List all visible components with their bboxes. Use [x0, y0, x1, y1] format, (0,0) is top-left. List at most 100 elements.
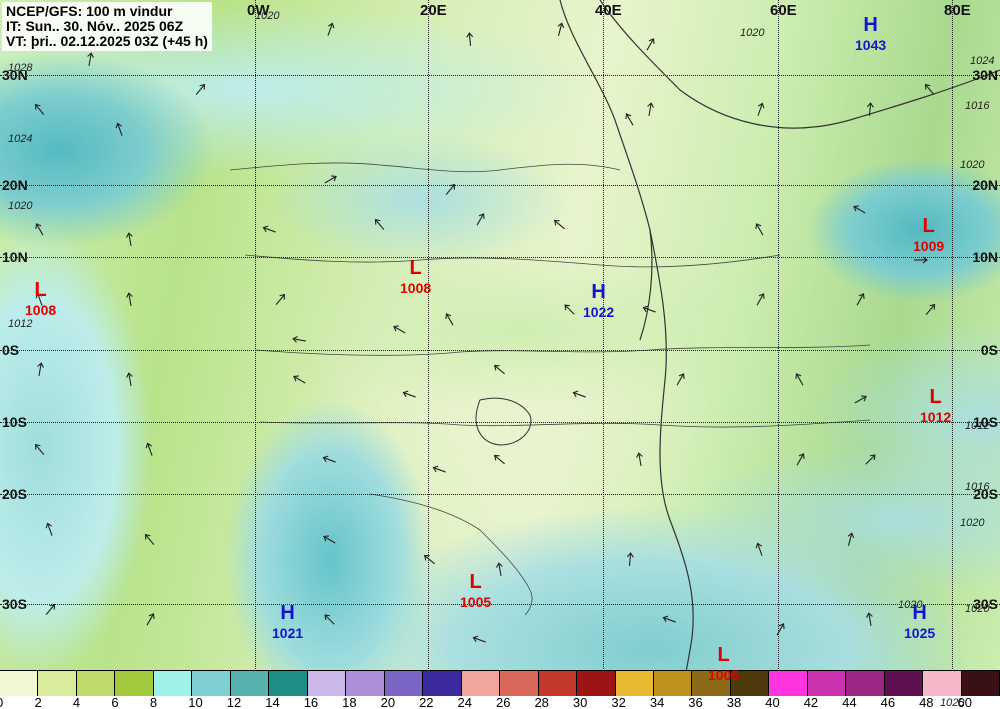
latitude-gridline-10N: [0, 257, 1000, 258]
legend-swatch-30: [577, 671, 615, 696]
legend-tick-12: 12: [227, 695, 241, 709]
low-pressure-marker-6: L 1005: [460, 572, 491, 612]
legend-swatches: [0, 671, 1000, 696]
isobar-label-6: 1024: [970, 55, 994, 67]
legend-tick-6: 6: [111, 695, 118, 709]
legend-swatch-42: [808, 671, 846, 696]
legend-tick-0: 0: [0, 695, 3, 709]
high-pressure-marker-4: H 1022: [583, 282, 614, 322]
info-line-model: NCEP/GFS: 100 m vindur: [6, 4, 208, 19]
longitude-gridline-20E: [428, 0, 429, 709]
legend-tick-4: 4: [73, 695, 80, 709]
high-pressure-marker-0: H 1043: [855, 15, 886, 55]
isobar-label-12: 1020: [965, 603, 989, 615]
latitude-label-right-0S: 0S: [981, 342, 998, 358]
legend-swatch-34: [654, 671, 692, 696]
longitude-gridline-40E: [603, 0, 604, 709]
legend-tick-20: 20: [381, 695, 395, 709]
legend-tick-44: 44: [842, 695, 856, 709]
legend-swatch-10: [192, 671, 230, 696]
legend-ticks: 0246810121416182022242628303234363840424…: [0, 696, 1000, 709]
map-info-box: NCEP/GFS: 100 m vindur IT: Sun.. 30. Nóv…: [2, 2, 212, 51]
latitude-label-left-10S: 10S: [2, 414, 27, 430]
legend-tick-46: 46: [881, 695, 895, 709]
isobar-label-3: 1012: [8, 318, 32, 330]
legend-tick-42: 42: [804, 695, 818, 709]
info-line-valid-time: VT: þri.. 02.12.2025 03Z (+45 h): [6, 34, 208, 49]
legend-tick-2: 2: [34, 695, 41, 709]
legend-tick-30: 30: [573, 695, 587, 709]
legend-tick-32: 32: [611, 695, 625, 709]
isobar-label-11: 1020: [960, 517, 984, 529]
legend-swatch-6: [115, 671, 153, 696]
longitude-label-60E: 60E: [770, 2, 797, 19]
legend-tick-26: 26: [496, 695, 510, 709]
longitude-label-20E: 20E: [420, 2, 447, 19]
legend-tick-22: 22: [419, 695, 433, 709]
legend-tick-10: 10: [188, 695, 202, 709]
latitude-label-left-20N: 20N: [2, 177, 28, 193]
legend-swatch-0: [0, 671, 38, 696]
weather-map: 0W 20E 40E 60E 80E 30N 30N 20N 20N 10N 10N 0S 0S 10S 1…: [0, 0, 1000, 709]
isobar-label-8: 1020: [960, 159, 984, 171]
legend-swatch-28: [539, 671, 577, 696]
longitude-gridline-0W: [255, 0, 256, 709]
latitude-gridline-10S: [0, 422, 1000, 423]
latitude-gridline-20N: [0, 185, 1000, 186]
legend-swatch-8: [154, 671, 192, 696]
latitude-label-right-30N: 30N: [972, 67, 998, 83]
lat-lon-grid: 0W 20E 40E 60E 80E 30N 30N 20N 20N 10N 10N 0S 0S 10S 1…: [0, 0, 1000, 709]
legend-swatch-4: [77, 671, 115, 696]
legend-tick-34: 34: [650, 695, 664, 709]
legend-tick-24: 24: [458, 695, 472, 709]
legend-swatch-18: [346, 671, 384, 696]
isobar-label-10: 1016: [965, 481, 989, 493]
legend-swatch-12: [231, 671, 269, 696]
isobar-label-13: 1020: [898, 599, 922, 611]
legend-swatch-60: [962, 671, 1000, 696]
latitude-label-left-30S: 30S: [2, 596, 27, 612]
legend-swatch-46: [885, 671, 923, 696]
low-pressure-marker-5: L 1012: [920, 387, 951, 427]
legend-swatch-20: [385, 671, 423, 696]
info-line-init-time: IT: Sun.. 30. Nóv.. 2025 06Z: [6, 19, 208, 34]
low-pressure-marker-8: L 1005: [708, 645, 739, 685]
latitude-gridline-20S: [0, 494, 1000, 495]
legend-tick-16: 16: [304, 695, 318, 709]
legend-tick-18: 18: [342, 695, 356, 709]
isobar-label-2: 1020: [8, 200, 32, 212]
high-pressure-marker-7: H 1021: [272, 603, 303, 643]
legend-tick-38: 38: [727, 695, 741, 709]
longitude-label-80E: 80E: [944, 2, 971, 19]
legend-tick-48: 48: [919, 695, 933, 709]
isobar-label-7: 1016: [965, 100, 989, 112]
legend-tick-36: 36: [688, 695, 702, 709]
legend-tick-28: 28: [534, 695, 548, 709]
isobar-label-4: 1020: [255, 10, 279, 22]
legend-swatch-32: [616, 671, 654, 696]
isobar-label-9: 1012: [965, 420, 989, 432]
color-scale-legend: 0246810121416182022242628303234363840424…: [0, 670, 1000, 709]
isobar-label-1: 1024: [8, 133, 32, 145]
legend-swatch-40: [769, 671, 807, 696]
legend-swatch-16: [308, 671, 346, 696]
legend-swatch-44: [846, 671, 884, 696]
longitude-gridline-80E: [952, 0, 953, 709]
longitude-label-40E: 40E: [595, 2, 622, 19]
isobar-label-5: 1020: [740, 27, 764, 39]
latitude-label-right-10N: 10N: [972, 249, 998, 265]
legend-swatch-22: [423, 671, 461, 696]
latitude-label-left-10N: 10N: [2, 249, 28, 265]
low-pressure-marker-2: L 1008: [25, 280, 56, 320]
isobar-label-14: 1020: [940, 697, 964, 709]
legend-swatch-26: [500, 671, 538, 696]
longitude-gridline-60E: [778, 0, 779, 709]
isobar-label-0: 1028: [8, 62, 32, 74]
latitude-label-right-20N: 20N: [972, 177, 998, 193]
low-pressure-marker-3: L 1008: [400, 258, 431, 298]
legend-tick-14: 14: [265, 695, 279, 709]
legend-swatch-2: [38, 671, 76, 696]
legend-tick-40: 40: [765, 695, 779, 709]
legend-tick-8: 8: [150, 695, 157, 709]
latitude-label-left-20S: 20S: [2, 486, 27, 502]
